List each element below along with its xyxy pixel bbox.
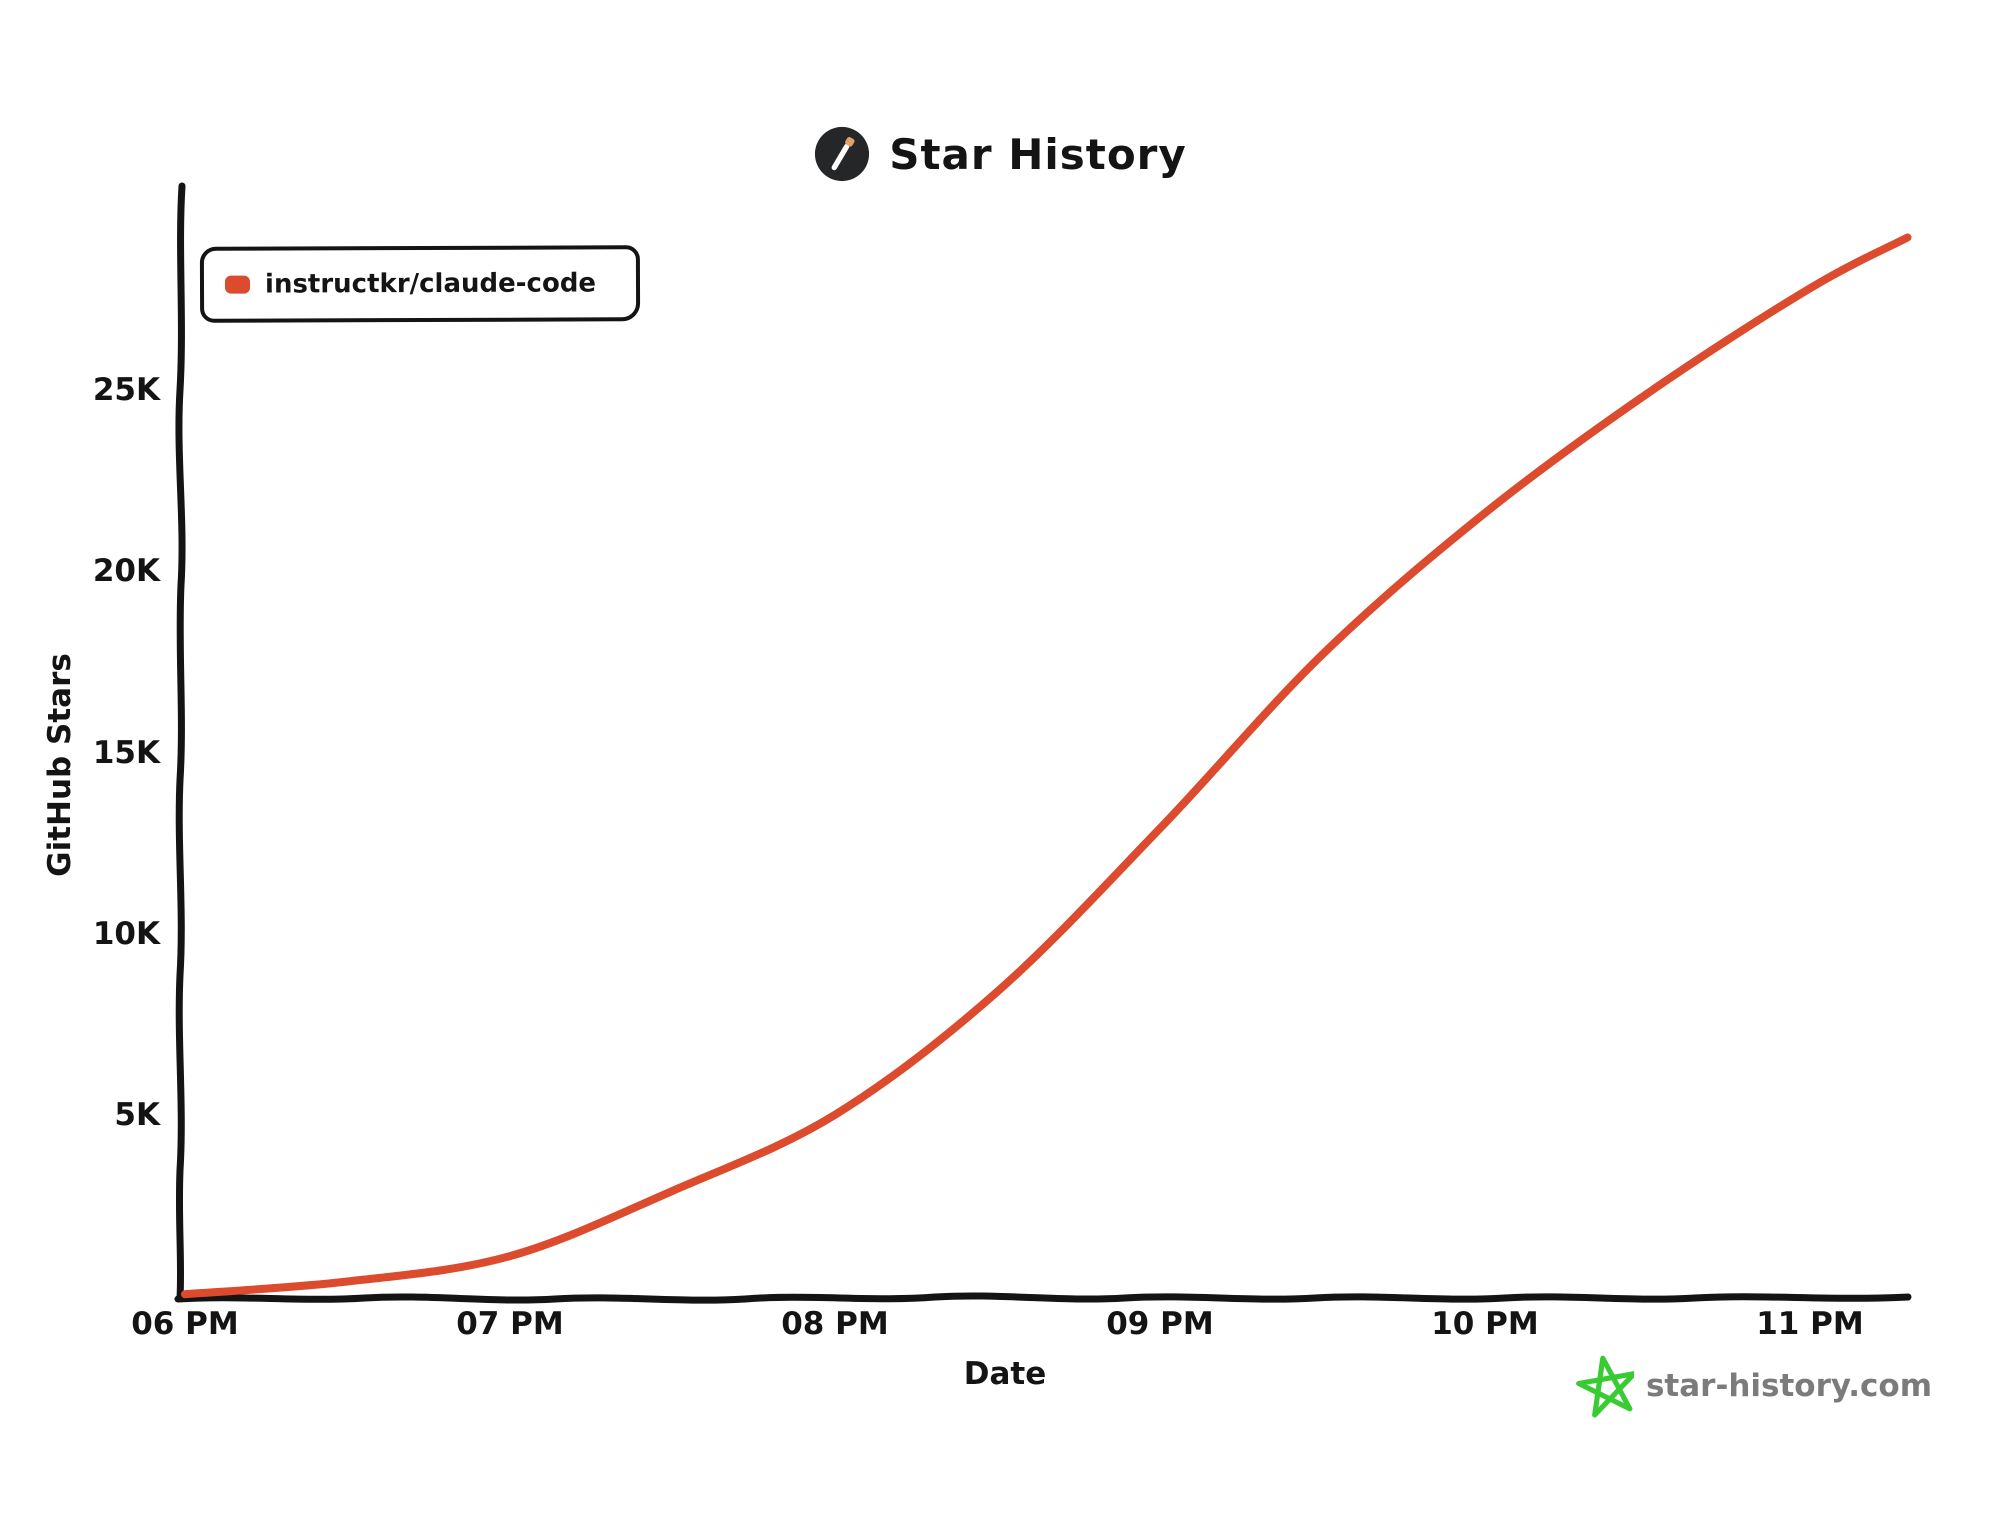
match-stick [831,143,850,171]
y-tick-label-10k: 10K [92,916,160,952]
x-tick-label-09pm: 09 PM [1106,1306,1214,1342]
chart-header: Star History [0,122,2000,186]
legend-item-label: instructkr/claude-code [264,268,597,300]
y-axis-line [175,182,186,1302]
y-tick-label-15k: 15K [92,735,160,771]
legend: instructkr/claude-code [199,245,641,323]
x-tick-label-06pm: 06 PM [131,1306,239,1342]
legend-swatch [224,275,251,294]
match-tip [845,137,855,147]
y-tick-label-5k: 5K [114,1097,160,1133]
x-tick-label-10pm: 10 PM [1431,1306,1539,1342]
y-axis-title: GitHub Stars [42,653,78,877]
site-name: star-history.com [1645,1368,1932,1404]
x-tick-label-07pm: 07 PM [456,1306,564,1342]
star-icon [1576,1355,1634,1418]
footer-logo[interactable]: star-history.com [1572,1346,1932,1426]
match-icon [815,126,870,182]
x-tick-label-11pm: 11 PM [1756,1306,1864,1342]
y-tick-label-20k: 20K [92,553,160,589]
x-tick-label-08pm: 08 PM [781,1306,889,1342]
series-line[interactable] [181,233,1912,1299]
legend-swatch-icon [224,275,251,294]
x-axis-line [174,1292,1912,1304]
page-title: Star History [889,129,1187,179]
legend-item[interactable]: instructkr/claude-code [224,268,597,300]
x-axis-title: Date [963,1356,1047,1392]
y-tick-label-25k: 25K [92,372,160,408]
